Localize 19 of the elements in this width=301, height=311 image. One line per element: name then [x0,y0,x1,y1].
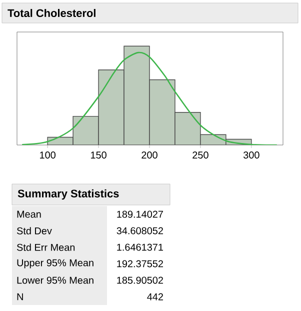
text: 34.608052 [116,227,163,234]
text: Summary Statistics [18,189,119,200]
text: 185.90502 [117,276,163,284]
text: Lower 95% Mean [17,276,94,284]
text: 442 [147,293,163,300]
text: Std Dev [16,227,52,234]
chart-title: Total Cholesterol [8,8,96,18]
x-tick-label: 250 [192,152,208,159]
x-tick-label: 150 [90,152,106,159]
text: 192.37552 [117,260,163,268]
text: 1.6461371 [117,244,163,251]
x-tick-label: 200 [142,152,158,159]
x-tick-label: 300 [243,152,260,159]
text: N [17,293,23,300]
text: Upper 95% Mean [17,259,94,268]
text: Mean [17,210,41,218]
text: 189.14027 [117,210,163,218]
x-tick-label: 100 [40,152,56,159]
text: Std Err Mean [16,244,75,251]
